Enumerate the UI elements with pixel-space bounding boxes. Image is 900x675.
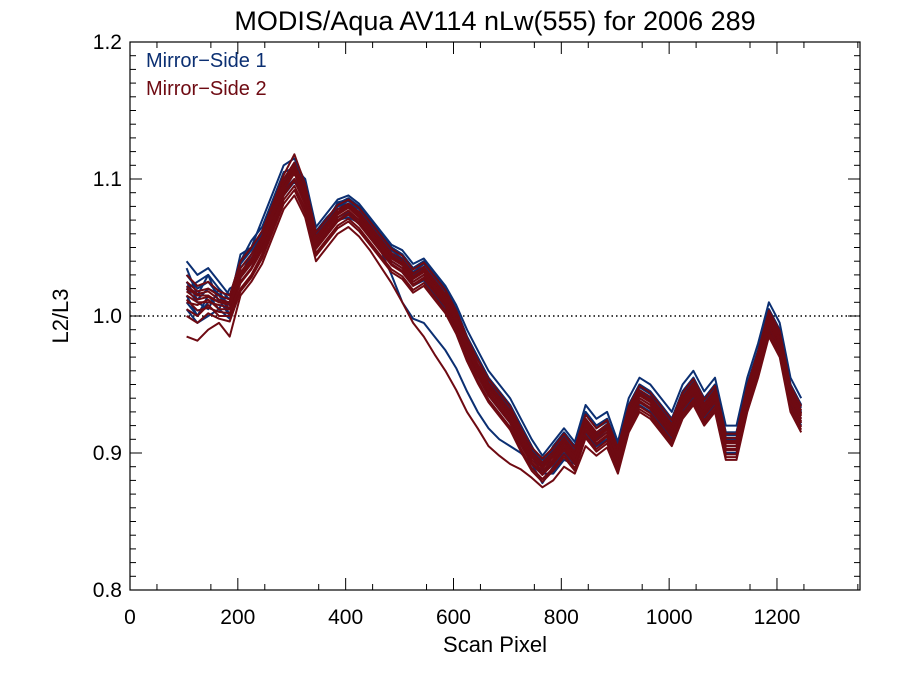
x-tick-label: 1200: [754, 606, 801, 629]
series-group: [185, 153, 803, 489]
y-tick-label: 1.2: [93, 31, 122, 54]
axis-ticks: [129, 41, 860, 591]
x-tick-label: 0: [124, 606, 136, 629]
tick-labels: 0 200 400 600 800 1000 1200 0.8 0.9 1.0 1.1 1.2: [93, 31, 801, 629]
chart-title: MODIS/Aqua AV114 nLw(555) for 2006 289: [234, 6, 755, 36]
series-line-17-mirror-side-2: [186, 189, 803, 483]
series-line-19-mirror-side-2: [185, 179, 803, 476]
x-tick-label: 800: [544, 606, 579, 629]
legend: Mirror−Side 1 Mirror−Side 2: [146, 50, 267, 100]
x-tick-label: 600: [436, 606, 471, 629]
series-line-14-mirror-side-2: [185, 153, 803, 460]
series-line-16-mirror-side-2: [185, 164, 803, 467]
series-line-13-mirror-side-2: [186, 184, 803, 480]
series-line-12-mirror-side-2: [185, 161, 803, 464]
x-axis-label: Scan Pixel: [443, 632, 547, 657]
series-line-18-mirror-side-2: [185, 169, 803, 470]
x-tick-label: 400: [328, 606, 363, 629]
legend-entry-mirror-side-2: Mirror−Side 2: [146, 78, 267, 100]
x-tick-label: 1000: [646, 606, 693, 629]
y-tick-label: 1.1: [93, 168, 122, 191]
x-tick-label: 200: [220, 606, 255, 629]
legend-entry-mirror-side-1: Mirror−Side 1: [146, 50, 267, 72]
y-axis-label: L2/L3: [48, 288, 73, 343]
series-line-9-mirror-side-1: [185, 180, 803, 485]
y-tick-label: 0.8: [93, 579, 122, 602]
series-line-20-mirror-side-2: [186, 194, 803, 489]
y-tick-label: 0.9: [93, 442, 122, 465]
y-tick-label: 1.0: [93, 305, 122, 328]
series-line-15-mirror-side-2: [186, 172, 803, 472]
